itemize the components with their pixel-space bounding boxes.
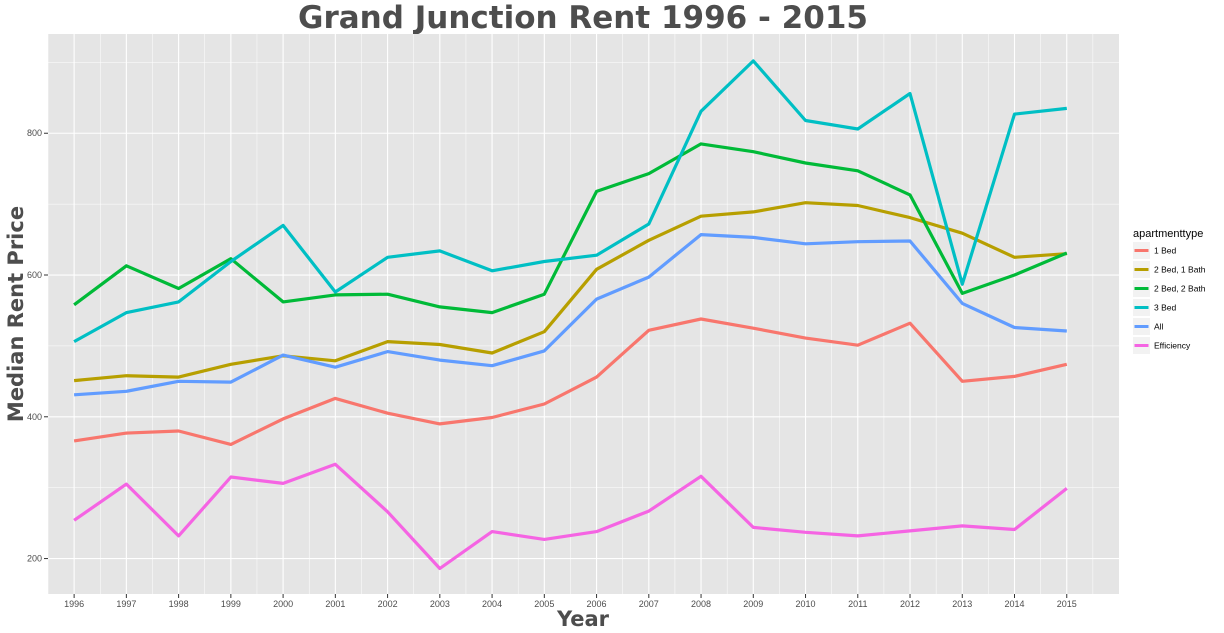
series-lines — [73, 59, 1068, 571]
x-tick-label: 2008 — [691, 599, 711, 609]
x-tick-label: 2009 — [743, 599, 763, 609]
x-tick-label: 2007 — [639, 599, 659, 609]
x-tick-label: 2013 — [952, 599, 972, 609]
x-tick-label: 2000 — [273, 599, 293, 609]
x-tick-label: 1996 — [64, 599, 84, 609]
x-tick-label: 1999 — [221, 599, 241, 609]
x-tick-label: 1998 — [169, 599, 189, 609]
series-line-2-bed-1-bath — [73, 201, 1067, 383]
x-tick-label: 2006 — [587, 599, 607, 609]
x-tick-label: 2015 — [1057, 599, 1077, 609]
y-tick-label: 400 — [27, 412, 42, 422]
grid-major — [48, 34, 1119, 594]
y-tick-label: 600 — [27, 270, 42, 280]
legend-label-all: All — [1154, 322, 1164, 332]
series-line-3-bed — [73, 59, 1067, 343]
chart-title: Grand Junction Rent 1996 - 2015 — [298, 0, 868, 36]
x-tick-label: 2003 — [430, 599, 450, 609]
y-axis-ticks: 200 400 600 800 — [27, 128, 48, 564]
x-tick-label: 2012 — [900, 599, 920, 609]
x-tick-label: 1997 — [116, 599, 136, 609]
legend-label-3-bed: 3 Bed — [1154, 303, 1176, 313]
x-axis-ticks: 1996 1997 1998 1999 2000 2001 2002 2003 2004 2005… — [64, 594, 1077, 609]
x-tick-label: 2014 — [1004, 599, 1024, 609]
series-line-2-bed-2-bath — [73, 142, 1068, 315]
legend-label-2-bed-2-bath: 2 Bed, 2 Bath — [1154, 284, 1206, 294]
legend-title: apartmenttype — [1133, 228, 1203, 240]
x-tick-label: 2010 — [796, 599, 816, 609]
legend-label-2-bed-1-bath: 2 Bed, 1 Bath — [1154, 265, 1206, 275]
series-line-all — [73, 233, 1067, 397]
x-tick-label: 2005 — [534, 599, 554, 609]
legend-label-1-bed: 1 Bed — [1154, 246, 1176, 256]
x-tick-label: 2001 — [325, 599, 345, 609]
series-line-1-bed — [73, 317, 1068, 446]
legend-label-efficiency: Efficiency — [1154, 341, 1191, 351]
y-axis-title: Median Rent Price — [4, 206, 28, 422]
x-tick-label: 2004 — [482, 599, 502, 609]
x-tick-label: 2011 — [848, 599, 867, 609]
legend: apartmenttype 1 Bed 2 Bed, 1 Bath 2 Bed, 2… — [1133, 228, 1206, 354]
x-tick-label: 2002 — [378, 599, 398, 609]
y-tick-label: 800 — [27, 128, 42, 138]
x-axis-title: Year — [556, 607, 610, 631]
series-line-efficiency — [73, 462, 1068, 571]
y-tick-label: 200 — [27, 554, 42, 564]
